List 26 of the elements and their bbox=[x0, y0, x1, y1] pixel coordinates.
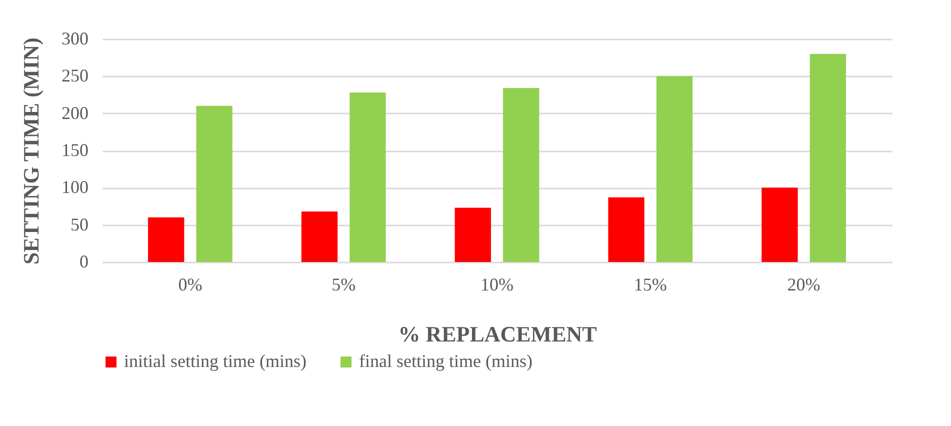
bar bbox=[503, 88, 540, 262]
y-tick-label: 250 bbox=[62, 66, 88, 86]
bar bbox=[454, 208, 491, 262]
x-tick-label: 0% bbox=[178, 274, 202, 294]
bar bbox=[148, 217, 184, 262]
y-tick-label: 150 bbox=[62, 140, 88, 160]
bar bbox=[810, 54, 846, 262]
bar bbox=[656, 76, 693, 262]
x-tick-label: 10% bbox=[480, 274, 514, 294]
legend-label: final setting time (mins) bbox=[359, 351, 532, 371]
x-axis-title: % REPLACEMENT bbox=[398, 322, 598, 346]
x-tick-label: 15% bbox=[634, 274, 667, 294]
bar bbox=[301, 211, 338, 262]
y-tick-label: 300 bbox=[62, 28, 88, 48]
bar bbox=[196, 106, 232, 262]
bar bbox=[350, 92, 386, 262]
x-tick-label: 20% bbox=[787, 274, 820, 294]
y-tick-label: 50 bbox=[70, 214, 88, 234]
bar bbox=[608, 197, 644, 262]
y-tick-label: 200 bbox=[62, 102, 88, 123]
bar bbox=[762, 188, 798, 262]
y-tick-label: 0 bbox=[80, 252, 88, 272]
y-tick-label: 100 bbox=[62, 177, 88, 198]
x-tick-label: 5% bbox=[332, 274, 356, 294]
legend-label: initial setting time (mins) bbox=[124, 351, 306, 371]
y-axis-title: SETTING TIME (MIN) bbox=[18, 38, 44, 264]
